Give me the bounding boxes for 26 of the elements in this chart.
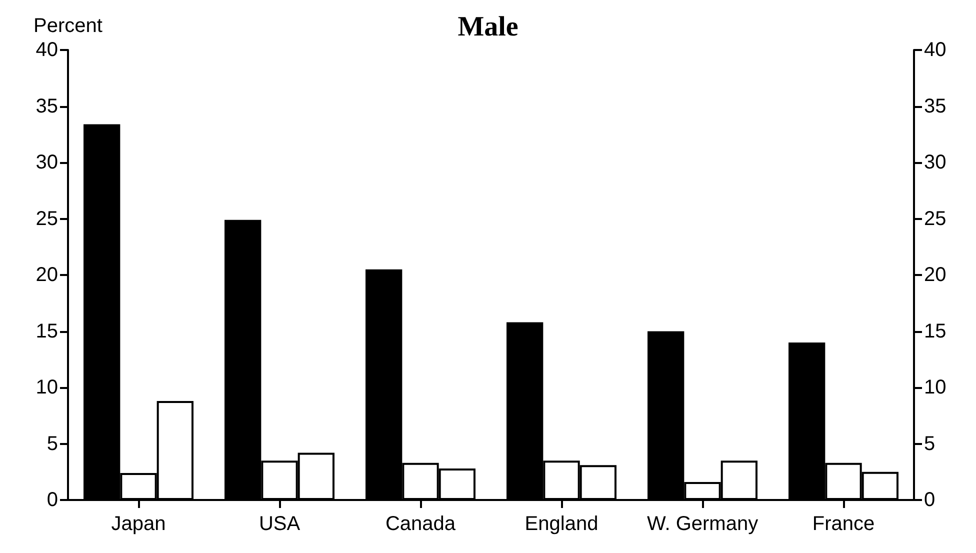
y-tick-label: 35 bbox=[36, 95, 58, 118]
y-tick-label: 25 bbox=[36, 208, 58, 230]
y-tick-label: 40 bbox=[36, 39, 58, 61]
y-tick-label: 20 bbox=[36, 264, 58, 286]
y2-tick-label: 5 bbox=[924, 432, 936, 455]
y2-tick-label: 30 bbox=[924, 152, 946, 174]
y2-tick-label: 0 bbox=[924, 489, 936, 511]
y2-tick-label: 40 bbox=[924, 39, 946, 61]
y-tick-label: 5 bbox=[46, 432, 58, 455]
y2-tick-label: 20 bbox=[924, 264, 946, 286]
y-axis-title: Percent bbox=[34, 15, 103, 37]
y-tick-label: 15 bbox=[36, 320, 58, 342]
x-tick-label: USA bbox=[258, 513, 301, 535]
x-tick-label: Canada bbox=[385, 513, 456, 535]
y-tick-label: 0 bbox=[46, 489, 58, 511]
x-tick-label: Japan bbox=[111, 513, 166, 535]
y2-tick-label: 10 bbox=[924, 376, 946, 398]
y2-tick-label: 15 bbox=[924, 320, 946, 342]
y-tick-label: 10 bbox=[36, 376, 58, 398]
x-tick-label: France bbox=[812, 513, 875, 535]
y2-tick-label: 35 bbox=[924, 95, 946, 118]
y2-tick-label: 25 bbox=[924, 208, 946, 230]
y-tick-label: 30 bbox=[36, 152, 58, 174]
x-tick-label: England bbox=[524, 513, 598, 535]
x-tick-label: W. Germany bbox=[646, 513, 758, 535]
chart-title: Male bbox=[458, 12, 518, 42]
